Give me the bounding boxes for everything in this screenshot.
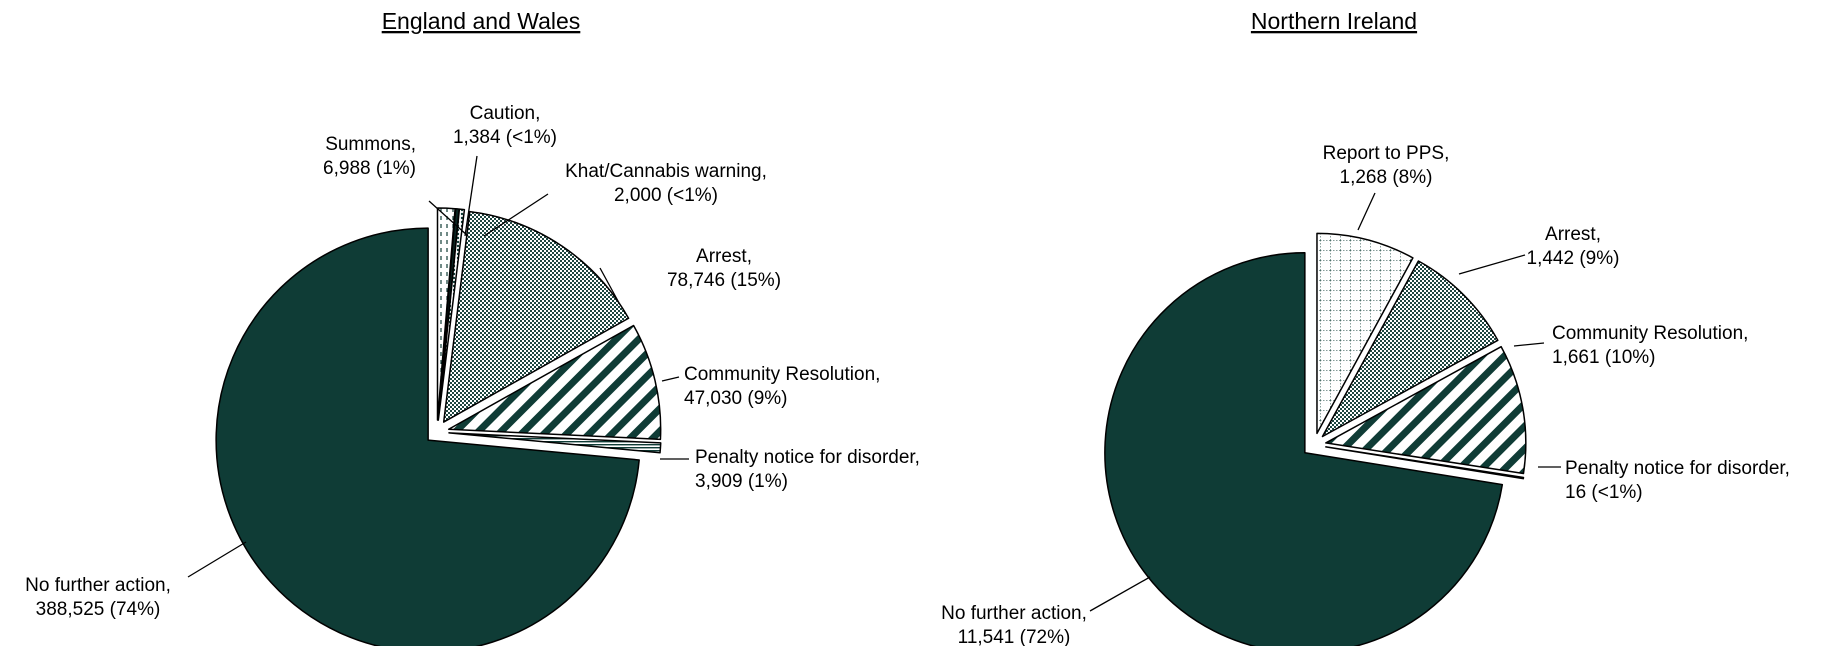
slice-label-name: Penalty notice for disorder, bbox=[1565, 458, 1790, 479]
slice-label-name: Khat/Cannabis warning, bbox=[565, 161, 767, 182]
pie-slice-no-further-action bbox=[215, 227, 640, 646]
pie-northern-ireland bbox=[1104, 232, 1527, 646]
slice-label-name: No further action, bbox=[25, 575, 171, 596]
slice-label-value: 1,442 (9%) bbox=[1527, 248, 1620, 269]
slice-label-name: Summons, bbox=[325, 134, 416, 155]
pie-slice-arrest bbox=[442, 210, 630, 423]
slice-label-name: Caution, bbox=[470, 103, 541, 124]
pie-slice-no-further-action bbox=[1104, 252, 1504, 646]
slice-label-name: Community Resolution, bbox=[1552, 323, 1748, 344]
slice-label-value: 78,746 (15%) bbox=[667, 270, 781, 291]
slice-label-name: No further action, bbox=[941, 603, 1087, 624]
leader-line-no-further-action bbox=[1089, 576, 1151, 612]
slice-label-name: Arrest, bbox=[696, 246, 752, 267]
pie-slice-penalty-notice-for-disorder bbox=[448, 432, 662, 454]
slice-label-name: Penalty notice for disorder, bbox=[695, 447, 920, 468]
leader-line-report-to-pps bbox=[1357, 192, 1376, 231]
pie-slice-community-resolution bbox=[447, 324, 662, 441]
leader-line-caution bbox=[464, 155, 478, 237]
slice-label-value: 6,988 (1%) bbox=[323, 158, 416, 179]
label-leader-lines bbox=[187, 155, 1561, 612]
slice-label-value: 1,384 (<1%) bbox=[453, 127, 557, 148]
pie-slice-penalty-notice-for-disorder bbox=[1325, 446, 1525, 480]
slice-label-value: 11,541 (72%) bbox=[958, 627, 1071, 646]
chart-title-england-wales: England and Wales bbox=[382, 8, 581, 34]
slice-label-value: 2,000 (<1%) bbox=[614, 185, 718, 206]
slice-label-value: 47,030 (9%) bbox=[684, 388, 788, 409]
leader-line-community-resolution bbox=[1513, 342, 1545, 347]
slice-label-name: Report to PPS, bbox=[1323, 143, 1450, 164]
slice-label-value: 3,909 (1%) bbox=[695, 471, 788, 492]
slice-label-name: Community Resolution, bbox=[684, 364, 880, 385]
chart-title-northern-ireland: Northern Ireland bbox=[1251, 8, 1417, 34]
leader-line-community-resolution bbox=[661, 376, 680, 382]
leader-line-no-further-action bbox=[187, 541, 247, 578]
pie-slice-community-resolution bbox=[1325, 345, 1527, 475]
slice-label-value: 1,661 (10%) bbox=[1552, 347, 1656, 368]
leader-line-khat-cannabis-warning bbox=[483, 193, 549, 237]
leader-line-summons bbox=[428, 200, 469, 237]
slice-labels: Summons, 6,988 (1%) Caution, 1,384 (<1%) Kha… bbox=[25, 103, 1790, 646]
leader-line-arrest bbox=[599, 267, 619, 302]
slice-label-name: Arrest, bbox=[1545, 224, 1601, 245]
pie-slice-report-to-pps bbox=[1316, 232, 1414, 435]
slice-label-value: 16 (<1%) bbox=[1565, 482, 1643, 503]
pie-slice-khat-cannabis-warning bbox=[437, 208, 466, 421]
pie-england-wales bbox=[215, 207, 662, 646]
pie-slice-arrest bbox=[1321, 260, 1499, 438]
leader-line-arrest bbox=[1458, 254, 1526, 275]
slice-label-value: 1,268 (8%) bbox=[1340, 167, 1433, 188]
slice-label-value: 388,525 (74%) bbox=[36, 599, 161, 620]
